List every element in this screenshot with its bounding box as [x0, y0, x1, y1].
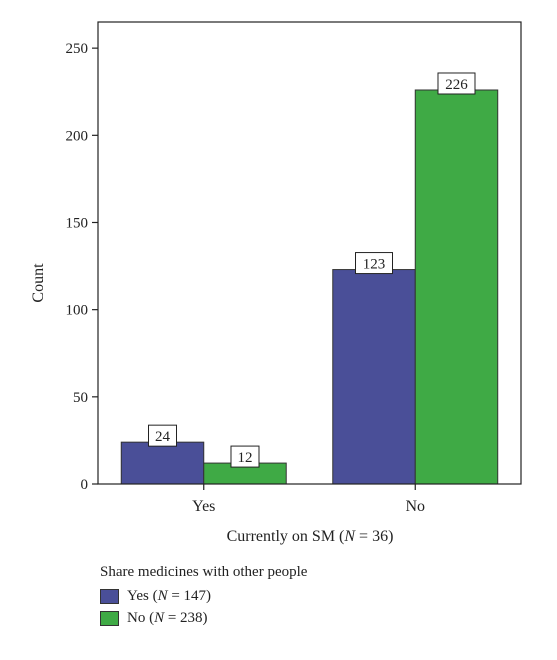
- data-label: 226: [445, 77, 468, 93]
- data-label-box: [148, 424, 178, 447]
- bar-chart: 0 50 100 150 200 250 Yes No 24 12 123 226 Count C…: [30, 21, 522, 545]
- data-label: 12: [237, 450, 252, 466]
- x-tick-label: No: [405, 498, 425, 515]
- x-axis-title-suffix: = 36): [355, 528, 393, 545]
- y-tick-label: 250: [66, 41, 89, 57]
- y-tick-label: 100: [66, 303, 89, 319]
- x-axis: Yes No: [192, 484, 425, 515]
- legend-title: Share medicines with other people: [100, 564, 308, 580]
- legend: Share medicines with other people Yes (N…: [100, 564, 307, 629]
- y-axis: 0 50 100 150 200 250: [66, 41, 98, 493]
- data-label: 123: [363, 257, 386, 273]
- data-label-box: [355, 252, 394, 275]
- bar: [332, 269, 416, 485]
- legend-label-yes: Yes (N = 147): [127, 587, 212, 604]
- x-tick-label: Yes: [192, 498, 215, 515]
- y-tick-label: 50: [73, 390, 88, 406]
- data-labels: 24 12 123 226: [148, 72, 476, 468]
- x-axis-title: Currently on SM (N = 36): [227, 528, 394, 545]
- data-label: 24: [155, 429, 171, 445]
- x-axis-title-prefix: Currently on SM (: [227, 528, 345, 545]
- legend-item-no: No (N = 238): [100, 607, 307, 629]
- y-tick-label: 0: [81, 477, 89, 493]
- legend-label-no: No (N = 238): [127, 609, 208, 626]
- y-axis-title: Count: [30, 263, 47, 303]
- legend-item-yes: Yes (N = 147): [100, 585, 307, 607]
- plot-frame: [97, 21, 522, 485]
- legend-swatch-no: [100, 610, 119, 626]
- data-label-box: [437, 72, 476, 95]
- bar: [120, 441, 205, 485]
- y-tick-label: 200: [66, 128, 89, 144]
- bars: [120, 89, 499, 485]
- bar: [414, 89, 499, 485]
- y-tick-label: 150: [66, 215, 89, 231]
- x-axis-title-var: N: [343, 528, 356, 545]
- data-label-box: [230, 445, 260, 468]
- legend-swatch-yes: [100, 588, 119, 604]
